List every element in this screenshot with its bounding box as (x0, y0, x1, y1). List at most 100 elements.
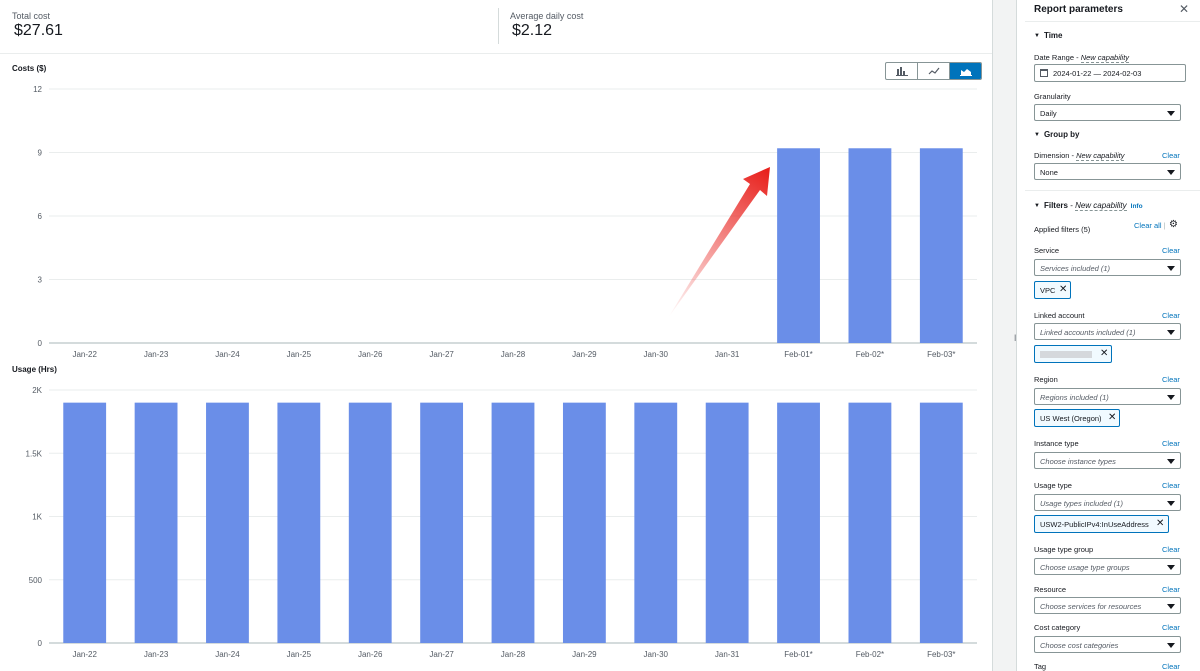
service-label: Service (1034, 246, 1060, 255)
tag-clear-link[interactable]: Clear (1162, 662, 1180, 671)
usage-type-group-label: Usage type group (1034, 545, 1094, 554)
resource-select[interactable]: Choose services for resources (1034, 597, 1181, 614)
service-value: Services included (1) (1040, 264, 1111, 273)
bar-chart-button[interactable] (886, 63, 918, 79)
x-tick-label: Jan-24 (215, 650, 240, 659)
resource-placeholder: Choose services for resources (1040, 602, 1142, 611)
group-by-heading: Group by (1043, 130, 1080, 139)
caret-down-icon (1167, 395, 1175, 400)
x-tick-label: Feb-01* (784, 350, 812, 359)
x-tick-label: Jan-30 (644, 650, 669, 659)
region-value: Regions included (1) (1040, 393, 1109, 402)
x-tick-label: Jan-30 (644, 350, 669, 359)
caret-down-icon (1167, 643, 1175, 648)
granularity-select[interactable]: Daily (1034, 104, 1181, 121)
bar (420, 402, 464, 643)
usage-type-group-select[interactable]: Choose usage type groups (1034, 558, 1181, 575)
calendar-icon (1040, 69, 1048, 77)
x-tick-label: Jan-28 (501, 650, 526, 659)
report-parameters-panel: Report parameters ✕ ▼ Time Date Range - N… (1016, 0, 1200, 671)
usage-type-group-clear-link[interactable]: Clear (1162, 545, 1180, 554)
caret-down-icon (1167, 501, 1175, 506)
bar-chart-icon (895, 67, 908, 76)
new-capability-link[interactable]: New capability (1075, 201, 1127, 211)
filters-section-toggle[interactable]: ▼ Filters - New capability Info (1034, 201, 1143, 211)
caret-down-icon (1167, 459, 1175, 464)
x-tick-label: Jan-31 (715, 350, 740, 359)
new-capability-link[interactable]: New capability (1076, 151, 1125, 161)
service-select[interactable]: Services included (1) (1034, 259, 1181, 276)
clear-all-filters-link[interactable]: Clear all | (1134, 221, 1166, 230)
divider (1025, 190, 1200, 191)
stacked-bar-chart-button[interactable] (950, 63, 981, 79)
info-link[interactable]: Info (1130, 203, 1143, 210)
x-tick-label: Feb-03* (927, 350, 955, 359)
chart-type-toggle (885, 62, 982, 80)
x-tick-label: Feb-01* (784, 650, 812, 659)
linked-account-label: Linked account (1034, 311, 1085, 320)
bar (206, 402, 249, 643)
new-capability-link[interactable]: New capability (1080, 53, 1130, 63)
x-tick-label: Jan-23 (144, 350, 169, 359)
group-by-section-toggle[interactable]: ▼ Group by (1034, 130, 1080, 139)
linked-account-select[interactable]: Linked accounts included (1) (1034, 323, 1181, 340)
avg-daily-cost-value: $2.12 (512, 22, 553, 39)
y-tick-label: 1K (32, 513, 42, 522)
remove-token-icon[interactable]: ✕ (1100, 348, 1109, 359)
summary-divider (498, 8, 499, 44)
caret-down-icon: ▼ (1034, 132, 1040, 138)
service-clear-link[interactable]: Clear (1162, 246, 1180, 255)
caret-down-icon: ▼ (1034, 203, 1040, 209)
remove-token-icon[interactable]: ✕ (1108, 412, 1117, 423)
applied-filters-label: Applied filters (5) (1034, 225, 1091, 234)
panel-resize-handle[interactable]: ‖ (1014, 330, 1022, 346)
total-cost-label: Total cost (12, 11, 51, 21)
instance-type-placeholder: Choose instance types (1040, 457, 1116, 466)
date-range-picker[interactable]: 2024-01-22 — 2024-02-03 (1034, 64, 1186, 82)
filters-heading: Filters (1043, 201, 1068, 210)
close-icon[interactable]: ✕ (1178, 2, 1190, 16)
remove-token-icon[interactable]: ✕ (1156, 518, 1165, 529)
y-tick-label: 6 (38, 212, 43, 221)
instance-type-label: Instance type (1034, 439, 1079, 448)
clear-all-text: Clear all (1134, 221, 1162, 230)
cost-summary: Total cost $27.61 Average daily cost $2.… (0, 0, 992, 54)
instance-type-clear-link[interactable]: Clear (1162, 439, 1180, 448)
resource-clear-link[interactable]: Clear (1162, 585, 1180, 594)
y-tick-label: 0 (38, 339, 43, 348)
linked-account-clear-link[interactable]: Clear (1162, 311, 1180, 320)
usage-type-token: USW2-PublicIPv4:InUseAddress ✕ (1034, 515, 1169, 533)
y-tick-label: 1.5K (26, 449, 43, 458)
bar (134, 402, 178, 643)
dimension-select[interactable]: None (1034, 163, 1181, 180)
dimension-clear-link[interactable]: Clear (1162, 151, 1180, 160)
bar (777, 402, 820, 643)
total-cost-card: Total cost $27.61 (0, 0, 498, 54)
resource-label: Resource (1034, 585, 1067, 594)
cost-category-clear-link[interactable]: Clear (1162, 623, 1180, 632)
time-heading: Time (1043, 31, 1063, 40)
instance-type-select[interactable]: Choose instance types (1034, 452, 1181, 469)
remove-token-icon[interactable]: ✕ (1059, 284, 1068, 295)
redacted-account-id (1040, 351, 1092, 358)
cost-category-label: Cost category (1034, 623, 1081, 632)
x-tick-label: Jan-24 (215, 350, 240, 359)
dimension-label: Dimension - New capability (1034, 151, 1125, 161)
line-chart-button[interactable] (918, 63, 950, 79)
cost-category-select[interactable]: Choose cost categories (1034, 636, 1181, 653)
linked-account-value: Linked accounts included (1) (1040, 328, 1136, 337)
bar (848, 148, 892, 343)
usage-type-clear-link[interactable]: Clear (1162, 481, 1180, 490)
usage-type-select[interactable]: Usage types included (1) (1034, 494, 1181, 511)
service-token-label: VPC (1040, 286, 1056, 295)
time-section-toggle[interactable]: ▼ Time (1034, 31, 1062, 40)
x-tick-label: Jan-22 (72, 650, 97, 659)
x-tick-label: Jan-22 (72, 350, 97, 359)
x-tick-label: Feb-02* (856, 650, 884, 659)
region-clear-link[interactable]: Clear (1162, 375, 1180, 384)
bar (562, 402, 606, 643)
region-select[interactable]: Regions included (1) (1034, 388, 1181, 405)
x-tick-label: Feb-02* (856, 350, 884, 359)
gear-icon[interactable]: ⚙ (1169, 219, 1178, 230)
avg-daily-cost-card: Average daily cost $2.12 (498, 0, 992, 54)
